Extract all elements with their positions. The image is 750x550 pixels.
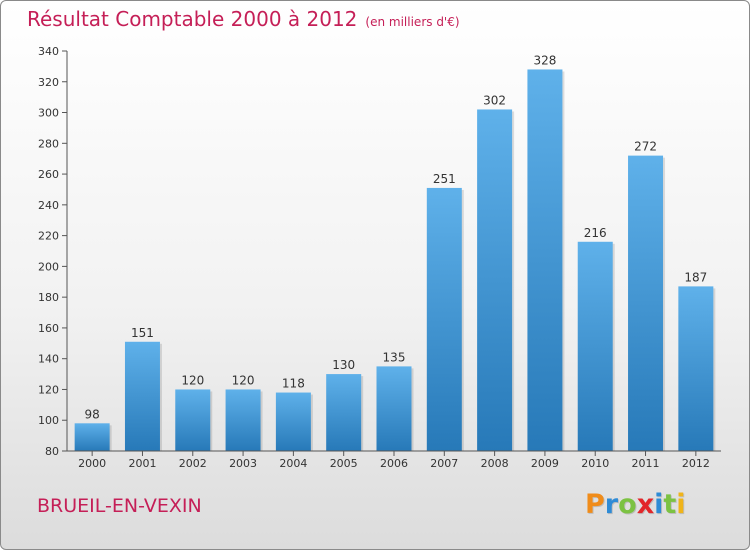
- bar-2007: [426, 187, 462, 451]
- bar-2005: [326, 374, 362, 451]
- value-label-2012: 187: [684, 270, 707, 284]
- y-tick-label: 320: [38, 76, 59, 89]
- bar-2003: [225, 389, 261, 451]
- x-tick-label-2007: 2007: [430, 457, 458, 470]
- x-tick-label-2008: 2008: [481, 457, 509, 470]
- bar-2011: [628, 155, 664, 451]
- bars: 98 151 120 120 118 130 135 251 302 328 216 272 187: [74, 53, 716, 451]
- y-tick-label: 100: [38, 414, 59, 427]
- x-tick-label-2009: 2009: [531, 457, 559, 470]
- x-tick-label-2002: 2002: [179, 457, 207, 470]
- value-label-2001: 151: [131, 326, 154, 340]
- value-label-2002: 120: [181, 373, 204, 387]
- commune-name: BRUEIL-EN-VEXIN: [37, 495, 202, 517]
- x-tick-label-2000: 2000: [78, 457, 106, 470]
- y-tick-label: 200: [38, 260, 59, 273]
- y-tick-label: 80: [45, 445, 59, 458]
- logo-letter: o: [618, 489, 637, 520]
- x-tick-label-2003: 2003: [229, 457, 257, 470]
- x-tick-label-2004: 2004: [279, 457, 307, 470]
- bar-2009: [527, 69, 563, 451]
- value-label-2010: 216: [584, 226, 607, 240]
- y-tick-label: 300: [38, 107, 59, 120]
- logo-letter: t: [663, 489, 677, 520]
- x-tick-label-2012: 2012: [682, 457, 710, 470]
- value-label-2000: 98: [85, 407, 100, 421]
- bar-2010: [577, 241, 613, 451]
- chart-title-text: Résultat Comptable 2000 à 2012: [27, 7, 358, 31]
- value-label-2003: 120: [232, 373, 255, 387]
- bar-2012: [678, 286, 714, 451]
- y-tick-label: 180: [38, 291, 59, 304]
- bar-2006: [376, 366, 412, 451]
- y-tick-label: 140: [38, 353, 59, 366]
- logo-letter: i: [654, 489, 664, 520]
- y-tick-label: 280: [38, 137, 59, 150]
- value-label-2005: 130: [332, 358, 355, 372]
- x-tick-label-2011: 2011: [632, 457, 660, 470]
- value-label-2007: 251: [433, 172, 456, 186]
- bar-2008: [477, 109, 513, 451]
- y-tick-label: 260: [38, 168, 59, 181]
- y-axis: 80 100 120 140 160 180 200 220 240 260 280 300 320 34…: [38, 45, 68, 458]
- proxiti-logo[interactable]: Proxiti: [585, 489, 686, 520]
- y-tick-label: 340: [38, 45, 59, 58]
- y-tick-label: 120: [38, 383, 59, 396]
- bar-2001: [124, 341, 160, 451]
- bar-2002: [175, 389, 211, 451]
- x-tick-label-2001: 2001: [128, 457, 156, 470]
- logo-letter: i: [676, 489, 686, 520]
- bar-2004: [275, 392, 311, 451]
- y-tick-label: 220: [38, 230, 59, 243]
- logo-letter: P: [585, 489, 605, 520]
- value-label-2008: 302: [483, 93, 506, 107]
- value-label-2011: 272: [634, 140, 657, 154]
- x-axis: 2000 2001 2002 2003 2004 2005 2006 2007 2008 2009…: [67, 450, 721, 470]
- x-tick-label-2006: 2006: [380, 457, 408, 470]
- x-tick-label-2005: 2005: [330, 457, 358, 470]
- x-tick-label-2010: 2010: [581, 457, 609, 470]
- logo-letter: r: [604, 489, 619, 520]
- value-label-2009: 328: [533, 53, 556, 67]
- logo-letter: x: [636, 489, 655, 520]
- y-tick-label: 160: [38, 322, 59, 335]
- value-label-2006: 135: [383, 350, 406, 364]
- chart-unit-label: (en milliers d'€): [365, 15, 460, 29]
- value-label-2004: 118: [282, 377, 305, 391]
- chart-title: Résultat Comptable 2000 à 2012 (en millie…: [27, 7, 460, 31]
- bar-2000: [74, 423, 110, 451]
- y-tick-label: 240: [38, 199, 59, 212]
